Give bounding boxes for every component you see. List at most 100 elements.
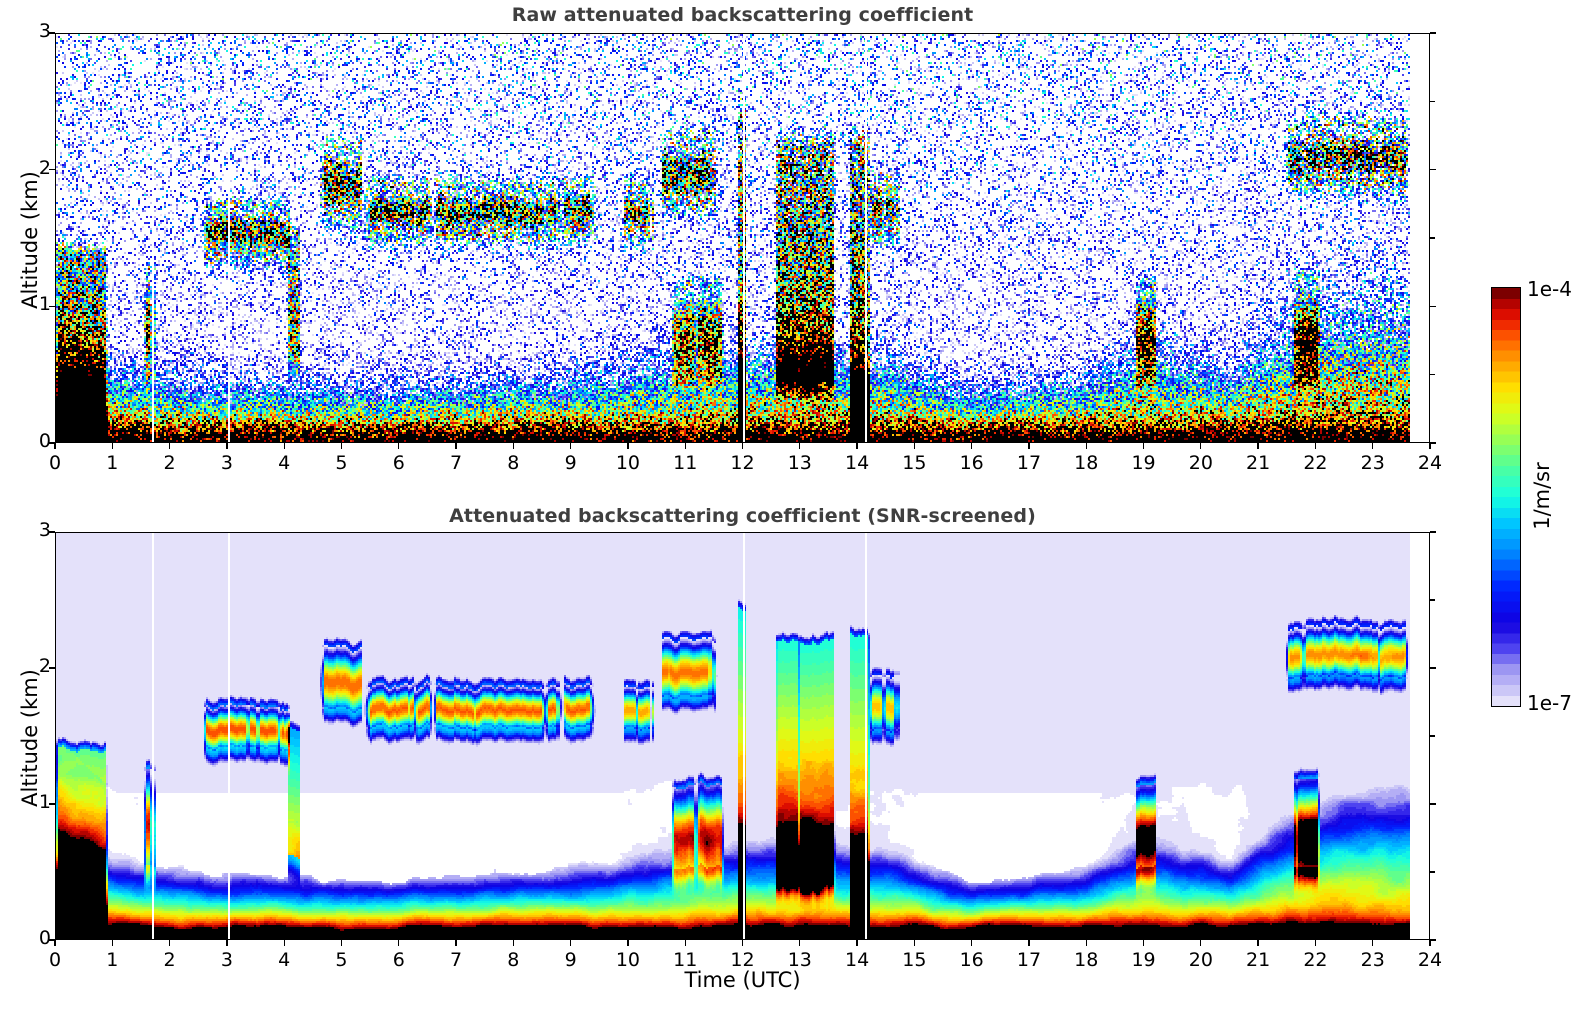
- y-tick-screened-2: [49, 667, 55, 669]
- x-tick-label-screened-24: 24: [1417, 949, 1443, 971]
- x-tick-label-raw-9: 9: [564, 452, 577, 474]
- x-tick-label-screened-17: 17: [1016, 949, 1042, 971]
- y-tick-right-screened-1: [1430, 803, 1436, 805]
- y-tick-screened-3: [49, 531, 55, 533]
- y-tick-raw-0: [49, 442, 55, 444]
- x-tick-label-screened-16: 16: [959, 949, 984, 971]
- x-tick-screened-11: [684, 940, 686, 946]
- y-tick-raw-3: [49, 32, 55, 34]
- x-tick-label-raw-23: 23: [1360, 452, 1385, 474]
- x-tick-screened-22: [1314, 940, 1317, 946]
- x-tick-screened-3: [226, 940, 228, 946]
- x-tick-raw-8: [512, 443, 514, 449]
- x-tick-raw-1: [111, 443, 113, 449]
- y-tick-right-raw-2: [1430, 169, 1436, 171]
- x-tick-label-screened-2: 2: [163, 949, 176, 971]
- x-tick-label-screened-11: 11: [673, 949, 698, 971]
- y-tick-label-screened-0: 0: [38, 927, 51, 949]
- y-minor-tick-screened: [1430, 735, 1435, 737]
- x-tick-label-screened-23: 23: [1360, 949, 1385, 971]
- colorbar-min-label: 1e-7: [1527, 691, 1572, 715]
- colorbar-unit-label: 1/m/sr: [1530, 462, 1554, 530]
- x-tick-screened-6: [398, 940, 400, 946]
- x-tick-label-raw-4: 4: [278, 452, 291, 474]
- x-tick-label-screened-6: 6: [392, 949, 405, 971]
- x-tick-label-screened-1: 1: [106, 949, 119, 971]
- x-tick-label-raw-13: 13: [787, 452, 812, 474]
- plot-area-raw: [55, 33, 1430, 443]
- x-tick-label-raw-17: 17: [1016, 452, 1042, 474]
- x-tick-raw-9: [569, 443, 572, 449]
- x-tick-label-raw-8: 8: [507, 452, 520, 474]
- x-tick-label-raw-1: 1: [106, 452, 119, 474]
- x-tick-raw-19: [1142, 443, 1145, 449]
- x-tick-label-raw-15: 15: [902, 452, 927, 474]
- x-tick-label-raw-5: 5: [335, 452, 348, 474]
- x-tick-screened-10: [627, 940, 629, 946]
- x-tick-label-screened-8: 8: [507, 949, 520, 971]
- x-tick-screened-16: [971, 940, 973, 946]
- x-tick-raw-22: [1314, 443, 1317, 449]
- x-tick-label-screened-10: 10: [615, 949, 640, 971]
- y-tick-label-screened-1: 1: [38, 791, 51, 813]
- x-tick-label-raw-11: 11: [673, 452, 698, 474]
- x-tick-label-raw-16: 16: [959, 452, 984, 474]
- panel-title-raw: Raw attenuated backscattering coefficien…: [511, 4, 974, 26]
- x-tick-label-raw-14: 14: [844, 452, 870, 474]
- x-tick-raw-0: [54, 443, 56, 449]
- x-tick-label-raw-21: 21: [1246, 452, 1271, 474]
- x-tick-label-raw-22: 22: [1303, 452, 1328, 474]
- x-tick-label-raw-19: 19: [1131, 452, 1156, 474]
- x-tick-label-screened-21: 21: [1246, 949, 1271, 971]
- x-tick-screened-21: [1257, 940, 1259, 946]
- x-tick-label-raw-7: 7: [449, 452, 463, 474]
- x-tick-label-raw-20: 20: [1188, 452, 1213, 474]
- x-tick-screened-14: [856, 940, 858, 946]
- x-tick-screened-8: [512, 940, 514, 946]
- x-tick-screened-5: [340, 940, 343, 946]
- x-tick-screened-24: [1429, 940, 1431, 946]
- y-tick-right-raw-0: [1430, 442, 1436, 444]
- x-tick-label-screened-20: 20: [1188, 949, 1213, 971]
- x-tick-raw-2: [168, 443, 171, 449]
- y-tick-raw-2: [49, 169, 55, 171]
- x-tick-raw-23: [1372, 443, 1374, 449]
- x-tick-label-raw-6: 6: [392, 452, 405, 474]
- x-tick-raw-24: [1429, 443, 1431, 449]
- y-tick-label-raw-1: 1: [38, 293, 51, 316]
- x-tick-raw-16: [971, 443, 973, 449]
- y-tick-right-raw-3: [1430, 32, 1436, 34]
- colorbar-max-label: 1e-4: [1527, 277, 1572, 301]
- x-tick-raw-12: [741, 443, 744, 449]
- x-tick-raw-11: [684, 443, 686, 449]
- y-minor-tick-screened: [1430, 599, 1435, 601]
- x-tick-screened-23: [1372, 940, 1374, 946]
- x-tick-screened-18: [1085, 940, 1087, 946]
- x-tick-label-raw-12: 12: [730, 452, 755, 474]
- x-tick-screened-12: [741, 940, 744, 946]
- x-tick-label-screened-0: 0: [48, 949, 62, 971]
- panel-title-screened: Attenuated backscattering coefficient (S…: [449, 505, 1036, 527]
- x-tick-raw-10: [627, 443, 629, 449]
- y-tick-screened-1: [49, 803, 55, 805]
- x-tick-screened-9: [569, 940, 572, 946]
- y-tick-label-raw-3: 3: [38, 20, 51, 42]
- x-tick-raw-14: [856, 443, 858, 449]
- x-tick-screened-13: [799, 940, 801, 946]
- x-tick-label-screened-19: 19: [1131, 949, 1156, 971]
- y-minor-tick-raw: [1430, 374, 1435, 376]
- x-tick-screened-19: [1142, 940, 1145, 946]
- x-tick-label-screened-5: 5: [335, 949, 348, 971]
- y-tick-right-screened-2: [1430, 667, 1436, 669]
- x-tick-label-raw-18: 18: [1074, 452, 1099, 474]
- x-tick-label-screened-15: 15: [902, 949, 927, 971]
- x-tick-screened-1: [111, 940, 113, 946]
- x-tick-label-screened-12: 12: [730, 949, 755, 971]
- colorbar: [1491, 287, 1521, 707]
- plot-area-screened: [55, 532, 1430, 940]
- y-tick-right-screened-0: [1430, 939, 1436, 941]
- x-tick-raw-4: [283, 443, 285, 449]
- x-tick-raw-21: [1257, 443, 1259, 449]
- x-tick-label-raw-0: 0: [48, 452, 62, 474]
